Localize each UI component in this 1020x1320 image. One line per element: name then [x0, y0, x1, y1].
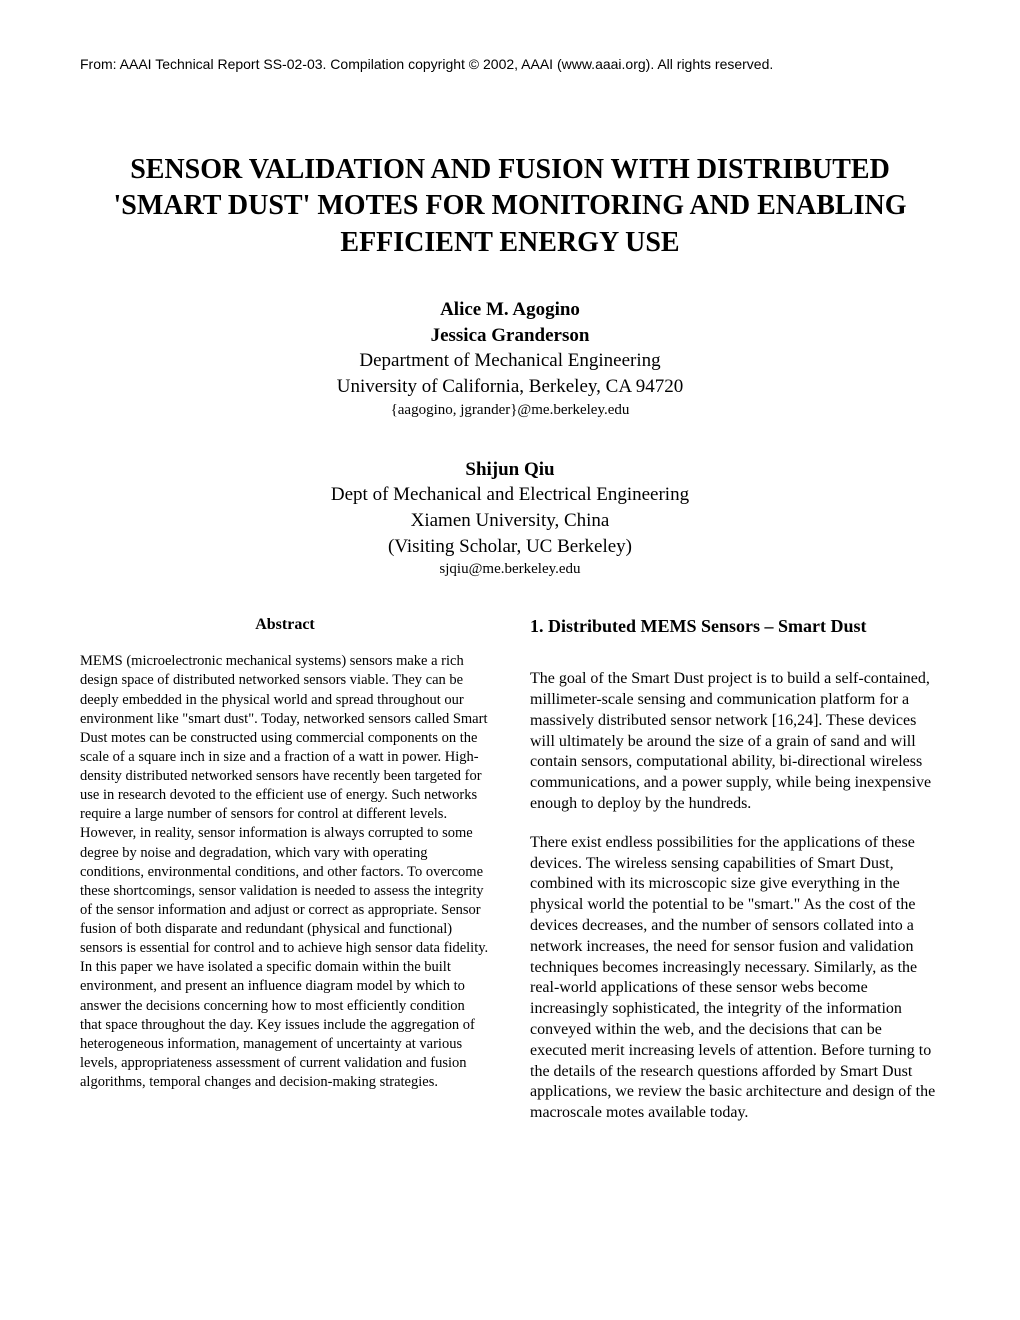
two-column-layout: Abstract MEMS (microelectronic mechanica… [80, 616, 940, 1142]
page: From: AAAI Technical Report SS-02-03. Co… [0, 0, 1020, 1202]
affiliation: Dept of Mechanical and Electrical Engine… [80, 482, 940, 508]
affiliation: Xiamen University, China [80, 508, 940, 534]
affiliation: Department of Mechanical Engineering [80, 348, 940, 374]
body-paragraph: There exist endless possibilities for th… [530, 833, 940, 1124]
abstract-heading: Abstract [80, 616, 490, 634]
right-column: 1. Distributed MEMS Sensors – Smart Dust… [530, 616, 940, 1142]
left-column: Abstract MEMS (microelectronic mechanica… [80, 616, 490, 1142]
header-note: From: AAAI Technical Report SS-02-03. Co… [80, 56, 940, 72]
author-email: sjqiu@me.berkeley.edu [80, 559, 940, 580]
authors-group-1: Alice M. Agogino Jessica Granderson Depa… [80, 297, 940, 421]
authors-group-2: Shijun Qiu Dept of Mechanical and Electr… [80, 457, 940, 581]
affiliation: University of California, Berkeley, CA 9… [80, 374, 940, 400]
affiliation: (Visiting Scholar, UC Berkeley) [80, 534, 940, 560]
author-name: Alice M. Agogino [80, 297, 940, 323]
body-paragraph: The goal of the Smart Dust project is to… [530, 669, 940, 815]
paper-title: SENSOR VALIDATION AND FUSION WITH DISTRI… [80, 152, 940, 261]
abstract-text: MEMS (microelectronic mechanical systems… [80, 652, 490, 1092]
author-name: Shijun Qiu [80, 457, 940, 483]
author-email: {aagogino, jgrander}@me.berkeley.edu [80, 400, 940, 421]
author-name: Jessica Granderson [80, 323, 940, 349]
section-heading: 1. Distributed MEMS Sensors – Smart Dust [530, 616, 940, 637]
